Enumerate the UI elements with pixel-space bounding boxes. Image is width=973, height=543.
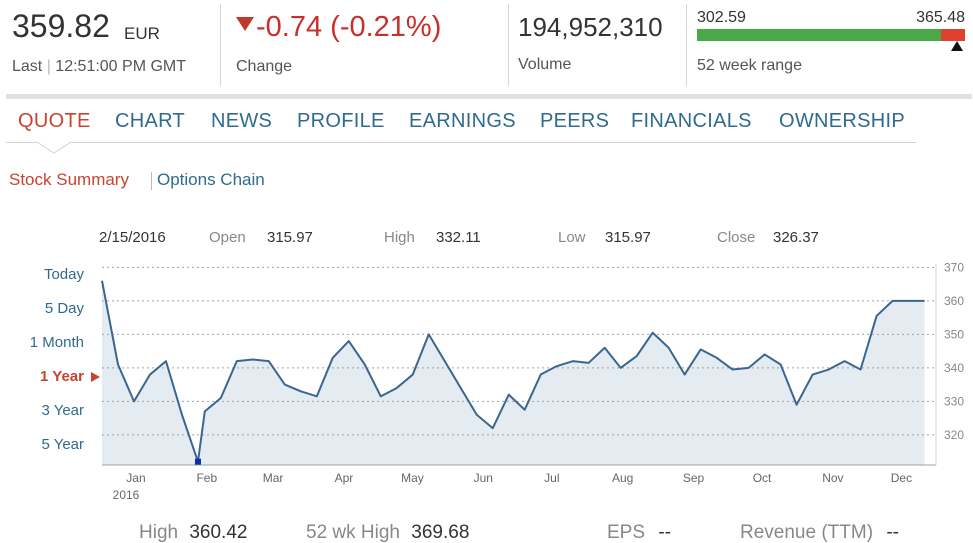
stat-high: High 360.42 xyxy=(139,522,247,543)
tabs-rule xyxy=(6,142,916,143)
hover-low: 315.97 xyxy=(605,229,651,246)
x-tick-label: Jul xyxy=(544,471,559,485)
tab-chart[interactable]: CHART xyxy=(115,110,186,132)
quote-header: 359.82 EUR Last | 12:51:00 PM GMT -0.74 … xyxy=(0,0,973,96)
x-year-label: 2016 xyxy=(113,488,140,502)
last-time-value: 12:51:00 PM GMT xyxy=(55,58,187,75)
chart-area-fill xyxy=(102,280,925,465)
range-5-year[interactable]: 5 Year xyxy=(41,436,84,453)
y-tick-label: 340 xyxy=(944,361,964,375)
x-tick-label: Nov xyxy=(822,471,843,485)
stat-high-value: 360.42 xyxy=(189,522,248,543)
y-tick-label: 350 xyxy=(944,327,964,341)
range-bar xyxy=(697,29,965,41)
x-tick-label: Sep xyxy=(683,471,705,485)
hover-high: 332.11 xyxy=(436,229,481,246)
change-label: Change xyxy=(236,58,293,75)
tab-quote[interactable]: QUOTE xyxy=(18,110,91,132)
down-arrow-icon xyxy=(236,17,254,31)
y-tick-label: 370 xyxy=(944,260,964,274)
tab-ownership[interactable]: OWNERSHIP xyxy=(779,110,906,132)
header-rule xyxy=(6,94,972,99)
hover-date: 2/15/2016 xyxy=(99,229,166,246)
hover-point-marker xyxy=(194,458,201,465)
stat-revenue-label: Revenue (TTM) xyxy=(740,522,874,543)
stat-eps: EPS -- xyxy=(607,522,671,543)
x-tick-label: Aug xyxy=(612,471,633,485)
stat-eps-value: -- xyxy=(658,522,671,543)
stat-revenue-value: -- xyxy=(886,522,899,543)
volume-label: Volume xyxy=(518,56,572,73)
range-low: 302.59 xyxy=(697,9,746,26)
stat-eps-label: EPS xyxy=(607,522,646,543)
volume-value: 194,952,310 xyxy=(518,12,663,42)
range-5-day[interactable]: 5 Day xyxy=(44,300,84,317)
x-tick-label: Feb xyxy=(196,471,217,485)
active-tab-caret-icon xyxy=(37,142,71,154)
subnav-divider xyxy=(151,172,152,190)
price-change: -0.74 (-0.21%) xyxy=(256,11,442,43)
subnav-stock-summary[interactable]: Stock Summary xyxy=(9,170,129,189)
x-tick-label: Jan xyxy=(126,471,145,485)
header-divider xyxy=(220,4,221,86)
x-tick-label: Jun xyxy=(474,471,493,485)
range-high: 365.48 xyxy=(916,9,965,26)
hover-open-label: Open xyxy=(209,229,246,246)
hover-high-label: High xyxy=(384,229,415,246)
active-range-arrow-icon xyxy=(91,372,100,382)
x-tick-label: Oct xyxy=(753,471,772,485)
y-tick-label: 320 xyxy=(944,428,964,442)
hover-close-label: Close xyxy=(717,229,756,246)
range-today[interactable]: Today xyxy=(43,266,84,283)
hover-low-label: Low xyxy=(558,229,586,246)
price-line xyxy=(101,280,925,463)
stat-high-label: High xyxy=(139,522,179,543)
hover-close: 326.37 xyxy=(773,229,819,246)
stat-52wk-high-label: 52 wk High xyxy=(306,522,400,543)
tab-financials[interactable]: FINANCIALS xyxy=(631,110,752,132)
x-tick-label: Dec xyxy=(891,471,912,485)
subnav-options-chain[interactable]: Options Chain xyxy=(157,170,265,189)
stat-52wk-high: 52 wk High 369.68 xyxy=(306,522,469,543)
last-time: Last | 12:51:00 PM GMT xyxy=(12,58,187,75)
tab-earnings[interactable]: EARNINGS xyxy=(409,110,516,132)
range-3-year[interactable]: 3 Year xyxy=(41,402,84,419)
range-1-month[interactable]: 1 Month xyxy=(29,334,84,351)
last-label: Last xyxy=(12,58,43,75)
range-label: 52 week range xyxy=(697,57,802,74)
range-1-year[interactable]: 1 Year xyxy=(40,368,84,385)
x-tick-label: Mar xyxy=(263,471,284,485)
tab-profile[interactable]: PROFILE xyxy=(297,110,385,132)
hover-open: 315.97 xyxy=(267,229,313,246)
range-bar-red xyxy=(940,29,965,41)
header-divider xyxy=(686,4,687,86)
tab-peers[interactable]: PEERS xyxy=(540,110,610,132)
y-tick-label: 330 xyxy=(944,394,964,408)
stat-revenue: Revenue (TTM) -- xyxy=(740,522,899,543)
quote-tabs: QUOTE CHART NEWS PROFILE EARNINGS PEERS … xyxy=(0,108,973,140)
header-divider xyxy=(508,4,509,86)
stat-52wk-high-value: 369.68 xyxy=(411,522,470,543)
range-marker-icon xyxy=(950,41,963,51)
tab-news[interactable]: NEWS xyxy=(211,110,273,132)
last-price: 359.82 xyxy=(12,8,110,44)
x-tick-label: May xyxy=(401,471,424,485)
x-tick-label: Apr xyxy=(335,471,354,485)
currency-label: EUR xyxy=(124,24,160,43)
y-tick-label: 360 xyxy=(944,294,964,308)
price-chart[interactable]: 320 330 340 350 360 370 Jan Feb Mar Apr May Jun Jul A… xyxy=(0,258,973,508)
